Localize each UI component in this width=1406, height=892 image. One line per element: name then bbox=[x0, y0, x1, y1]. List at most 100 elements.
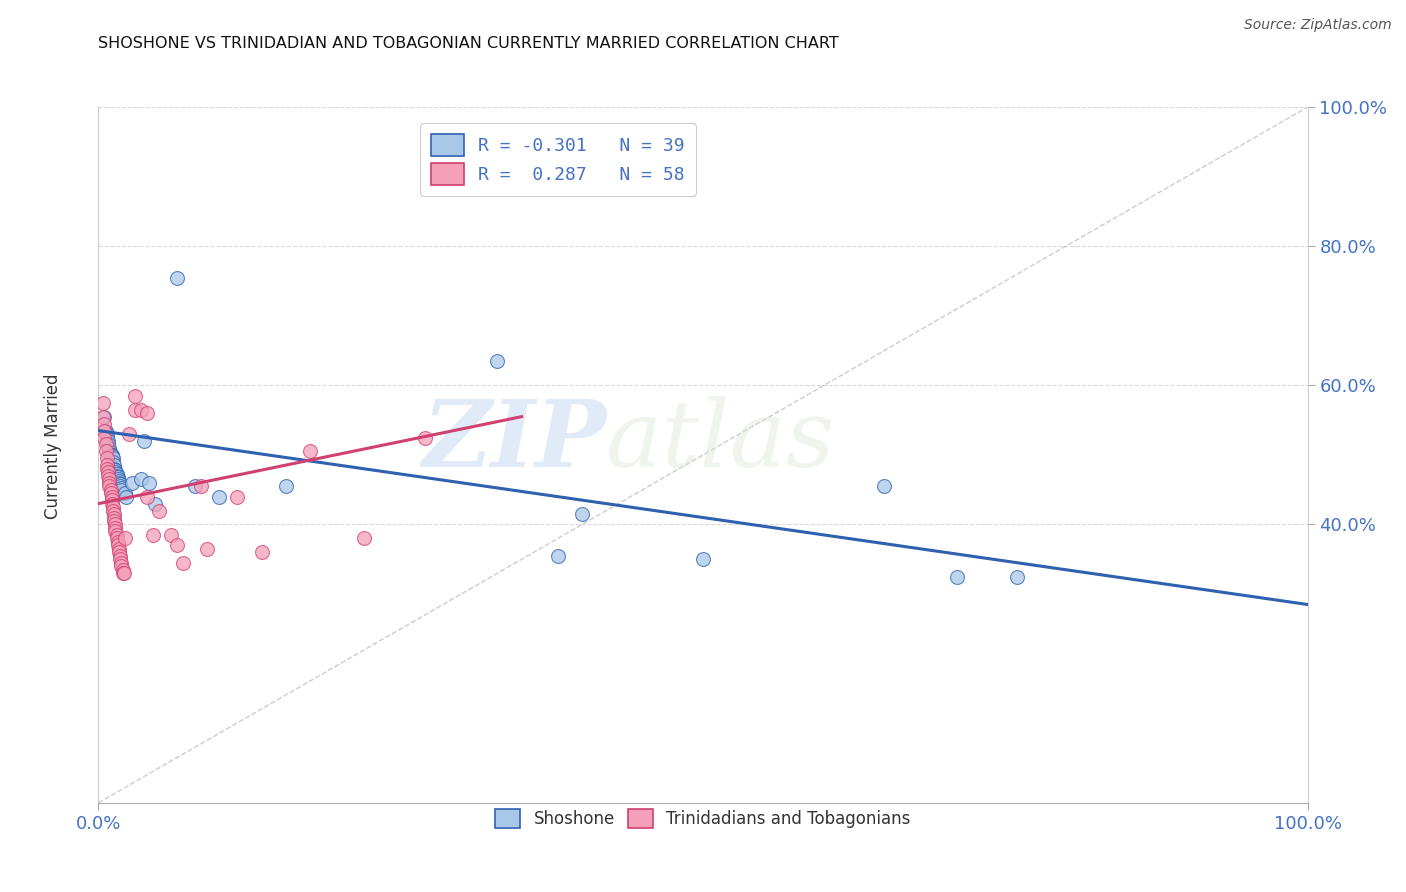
Point bbox=[93, 409, 115, 424]
Point bbox=[143, 497, 166, 511]
Point bbox=[142, 528, 165, 542]
Point bbox=[93, 430, 115, 444]
Point bbox=[96, 427, 118, 442]
Point bbox=[103, 458, 125, 473]
Point bbox=[135, 490, 157, 504]
Point bbox=[104, 466, 127, 480]
Point bbox=[98, 472, 121, 486]
Point bbox=[101, 500, 124, 514]
Point bbox=[486, 354, 509, 368]
Point bbox=[692, 552, 714, 566]
Point bbox=[114, 486, 136, 500]
Point bbox=[100, 448, 122, 462]
Point bbox=[108, 549, 131, 563]
Point bbox=[166, 538, 188, 552]
Point bbox=[97, 437, 120, 451]
Point bbox=[110, 556, 132, 570]
Point bbox=[103, 510, 125, 524]
Point bbox=[96, 430, 118, 444]
Point bbox=[114, 532, 136, 546]
Point bbox=[101, 451, 124, 466]
Point bbox=[96, 458, 118, 473]
Point bbox=[100, 497, 122, 511]
Point bbox=[94, 444, 117, 458]
Point bbox=[166, 270, 188, 285]
Point bbox=[1007, 570, 1029, 584]
Point bbox=[110, 481, 132, 495]
Text: SHOSHONE VS TRINIDADIAN AND TOBAGONIAN CURRENTLY MARRIED CORRELATION CHART: SHOSHONE VS TRINIDADIAN AND TOBAGONIAN C… bbox=[98, 36, 839, 51]
Point bbox=[104, 463, 127, 477]
Point bbox=[111, 566, 134, 581]
Point bbox=[195, 541, 218, 556]
Point bbox=[103, 462, 125, 476]
Point bbox=[112, 566, 135, 581]
Point bbox=[111, 563, 134, 577]
Point bbox=[160, 528, 183, 542]
Point bbox=[100, 490, 122, 504]
Point bbox=[101, 455, 124, 469]
Point bbox=[108, 545, 131, 559]
Point bbox=[108, 475, 131, 490]
Point bbox=[946, 570, 969, 584]
Point bbox=[274, 479, 297, 493]
Point bbox=[108, 479, 131, 493]
Point bbox=[299, 444, 322, 458]
Point bbox=[96, 451, 118, 466]
Point bbox=[97, 468, 120, 483]
Point bbox=[98, 475, 121, 490]
Point bbox=[98, 444, 121, 458]
Point bbox=[108, 541, 131, 556]
Point bbox=[100, 486, 122, 500]
Legend: Shoshone, Trinidadians and Tobagonians: Shoshone, Trinidadians and Tobagonians bbox=[486, 800, 920, 836]
Point bbox=[91, 409, 114, 424]
Point bbox=[353, 532, 375, 546]
Point bbox=[547, 549, 569, 563]
Point bbox=[96, 462, 118, 476]
Point bbox=[110, 483, 132, 497]
Point bbox=[101, 503, 124, 517]
Point bbox=[91, 396, 114, 410]
Point bbox=[107, 472, 129, 486]
Point bbox=[103, 514, 125, 528]
Text: ZIP: ZIP bbox=[422, 396, 606, 486]
Point bbox=[115, 490, 138, 504]
Point bbox=[97, 434, 120, 448]
Point bbox=[124, 402, 146, 417]
Point bbox=[134, 434, 156, 448]
Point bbox=[97, 466, 120, 480]
Text: Currently Married: Currently Married bbox=[45, 373, 62, 519]
Point bbox=[250, 545, 273, 559]
Point bbox=[94, 424, 117, 438]
Point bbox=[105, 468, 128, 483]
Point bbox=[93, 424, 115, 438]
Point bbox=[873, 479, 896, 493]
Point bbox=[103, 507, 125, 521]
Point bbox=[107, 470, 129, 484]
Point bbox=[98, 441, 121, 455]
Point bbox=[105, 532, 128, 546]
Point bbox=[107, 538, 129, 552]
Point bbox=[184, 479, 207, 493]
Point bbox=[107, 534, 129, 549]
Point bbox=[105, 467, 128, 482]
Point bbox=[135, 406, 157, 420]
Point bbox=[98, 479, 121, 493]
Point bbox=[104, 521, 127, 535]
Point bbox=[93, 417, 115, 431]
Text: atlas: atlas bbox=[606, 396, 835, 486]
Point bbox=[124, 389, 146, 403]
Point bbox=[148, 503, 170, 517]
Point bbox=[138, 475, 160, 490]
Point bbox=[129, 472, 152, 486]
Point bbox=[571, 507, 593, 521]
Point bbox=[104, 517, 127, 532]
Point bbox=[208, 490, 231, 504]
Point bbox=[226, 490, 249, 504]
Point bbox=[100, 448, 122, 462]
Point bbox=[108, 552, 131, 566]
Point bbox=[121, 475, 143, 490]
Point bbox=[100, 450, 122, 464]
Point bbox=[105, 528, 128, 542]
Point bbox=[108, 475, 131, 489]
Point bbox=[110, 559, 132, 574]
